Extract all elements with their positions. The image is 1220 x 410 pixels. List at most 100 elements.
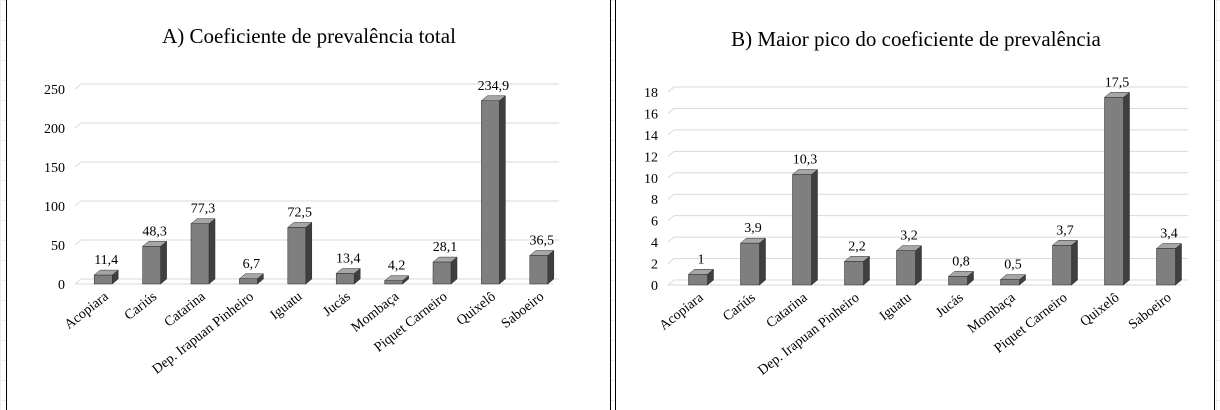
bar (432, 261, 452, 285)
category-label: Jucás (321, 289, 354, 319)
bar-side (915, 245, 922, 286)
chart-panel-a: A) Coeficiente de prevalência total 0 50 1… (6, 0, 611, 410)
category-label: Jucás (933, 290, 966, 320)
y-tick-label: 0 (58, 278, 65, 293)
chart-a-title: A) Coeficiente de prevalência total (162, 24, 456, 48)
y-tick-label: 250 (44, 83, 65, 98)
gridline-diag (667, 193, 675, 200)
gridline-diag (74, 200, 82, 207)
gridline-diag (667, 172, 675, 179)
bar (740, 242, 760, 286)
bar (1052, 245, 1072, 286)
gridline-diag (74, 239, 82, 246)
bar-side (160, 240, 167, 285)
bar (1104, 97, 1124, 286)
data-label: 6,7 (243, 257, 261, 272)
data-label: 77,3 (191, 202, 216, 217)
gridline-diag (667, 258, 675, 264)
data-label: 4,2 (388, 259, 406, 274)
y-tick-label: 2 (651, 258, 658, 273)
chart-panel-b: B) Maior pico do coeficiente de prevalên… (615, 0, 1215, 410)
bar (844, 261, 864, 286)
category-label: Cariús (122, 289, 160, 323)
y-tick-label: 200 (44, 122, 65, 137)
data-label: 13,4 (336, 252, 361, 267)
data-label: 17,5 (1105, 75, 1130, 90)
gridline-diag (667, 150, 675, 157)
data-label: 36,5 (530, 234, 555, 249)
bar-side (811, 169, 818, 286)
y-tick-label: 6 (651, 215, 658, 230)
bar (529, 255, 549, 285)
data-label: 72,5 (288, 205, 313, 220)
bar (948, 276, 968, 286)
category-label: Acopiara (657, 290, 707, 334)
bar-side (759, 237, 766, 286)
data-label: 0,5 (1004, 258, 1022, 273)
y-tick-label: 8 (651, 193, 658, 208)
gridline-diag (667, 108, 675, 114)
y-tick-label: 50 (51, 239, 65, 254)
data-label: 0,8 (952, 254, 970, 269)
data-label: 3,9 (744, 221, 762, 236)
y-tick-label: 12 (644, 150, 658, 165)
data-label: 2,2 (848, 239, 866, 254)
y-tick-label: 18 (644, 86, 658, 101)
chart-b-title: B) Maior pico do coeficiente de prevalên… (731, 27, 1101, 51)
data-label: 3,7 (1056, 223, 1074, 238)
category-label: Quixelô (454, 289, 499, 329)
gridline-diag (667, 236, 675, 243)
bar (239, 278, 258, 285)
bar (1000, 279, 1020, 286)
bar (688, 274, 708, 286)
data-label: 48,3 (142, 224, 167, 239)
bar (792, 174, 812, 286)
data-label: 3,2 (900, 229, 918, 244)
category-label: Saboeiro (499, 289, 547, 331)
category-label: Catarina (764, 290, 811, 331)
data-label: 1 (698, 252, 705, 267)
y-tick-label: 16 (644, 107, 658, 122)
bar (384, 280, 403, 285)
gridline-diag (667, 279, 675, 286)
gridline-diag (74, 122, 82, 129)
y-tick-label: 10 (644, 172, 658, 187)
bar (190, 223, 210, 285)
y-tick-label: 14 (644, 129, 658, 144)
bar (142, 246, 161, 285)
bar (896, 250, 916, 286)
chart-b-svg: B) Maior pico do coeficiente de prevalên… (644, 27, 1188, 379)
data-label: 234,9 (478, 79, 510, 94)
y-tick-label: 4 (651, 236, 658, 251)
bar (335, 273, 355, 285)
bar-side (305, 221, 313, 285)
gridline-diag (74, 83, 82, 90)
category-label: Cariús (720, 290, 758, 324)
bar (1156, 248, 1176, 286)
chart-a-svg: A) Coeficiente de prevalência total 0 50 1… (44, 24, 559, 378)
gridline-diag (74, 161, 82, 168)
category-label: Iguatu (877, 290, 914, 324)
gridline-diag (667, 129, 675, 136)
bar (481, 100, 500, 285)
y-tick-label: 150 (44, 161, 65, 176)
y-tick-label: 100 (44, 200, 65, 215)
bar-side (1071, 239, 1078, 286)
gridline-diag (667, 86, 675, 93)
bar (287, 227, 307, 285)
bar-side (547, 249, 555, 285)
data-label: 28,1 (433, 240, 458, 255)
category-label: Dep. Irapuan Pinheiro (755, 290, 862, 378)
gridline-diag (667, 215, 675, 222)
gridline-diag (74, 278, 82, 285)
bar-side (1175, 243, 1182, 286)
data-label: 3,4 (1160, 227, 1178, 242)
category-label: Quixelô (1078, 290, 1123, 330)
category-label: Acopiara (62, 289, 112, 333)
bar-side (1123, 91, 1130, 286)
bar (93, 274, 113, 285)
data-label: 11,4 (94, 253, 118, 268)
data-label: 10,3 (793, 153, 818, 168)
category-label: Iguatu (268, 289, 305, 323)
y-tick-label: 0 (651, 279, 658, 294)
